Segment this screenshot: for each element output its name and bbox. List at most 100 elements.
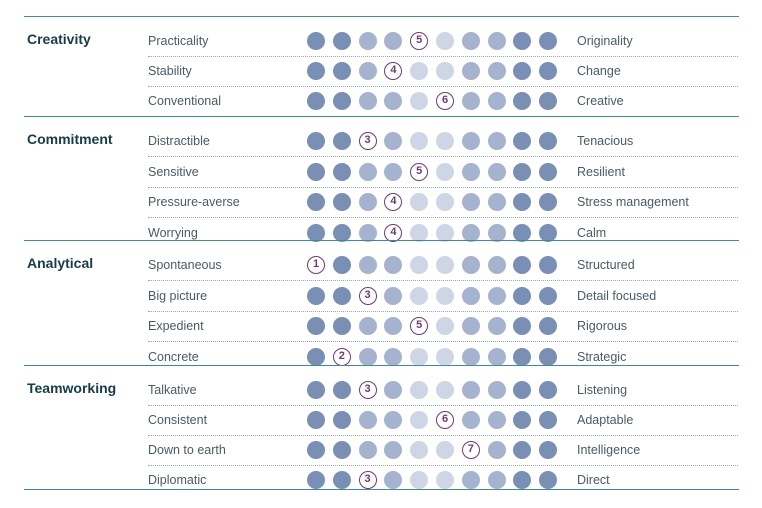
scale-dot xyxy=(461,62,480,80)
scale-dot xyxy=(358,441,377,459)
trait-left-label: Concrete xyxy=(148,349,199,364)
scale-dot xyxy=(487,132,506,150)
scale-dot xyxy=(461,132,480,150)
scale-dot xyxy=(539,162,558,181)
trait-left-label: Diplomatic xyxy=(148,473,207,487)
trait-scale: 1 xyxy=(307,256,567,274)
scale-dot xyxy=(539,132,558,150)
trait-right-label: Resilient xyxy=(577,164,625,179)
scale-dot xyxy=(487,381,506,399)
scale-dot xyxy=(487,471,506,489)
row-separator xyxy=(148,341,738,342)
trait-row: Sensitive 5 Resilient xyxy=(0,157,762,187)
score-marker: 1 xyxy=(307,256,325,274)
scale-dot xyxy=(539,193,558,211)
scale-dot xyxy=(358,317,377,335)
score-marker: 7 xyxy=(461,441,480,459)
score-marker: 4 xyxy=(384,223,403,242)
scale-dot xyxy=(332,317,351,335)
scale-dot xyxy=(384,286,403,305)
trait-scale: 5 xyxy=(307,162,567,181)
row-separator xyxy=(148,310,738,312)
trait-scale: 3 xyxy=(307,471,567,489)
trait-right-label: Structured xyxy=(577,258,635,272)
scale-dot xyxy=(513,162,532,181)
trait-scale: 4 xyxy=(307,193,567,211)
trait-right-label: Strategic xyxy=(577,349,627,364)
trait-row: Expedient 5 Rigorous xyxy=(0,311,762,341)
scale-dot xyxy=(539,92,558,110)
scale-dot xyxy=(436,132,454,150)
scale-dot xyxy=(513,411,532,429)
scale-dot xyxy=(332,381,351,399)
row-separator xyxy=(148,156,738,157)
scale-dot xyxy=(539,347,558,366)
scale-dot xyxy=(358,162,377,181)
scale-dot xyxy=(410,132,429,150)
scale-dot xyxy=(539,286,558,305)
scale-dot xyxy=(436,193,454,211)
scale-dot xyxy=(513,317,532,335)
score-marker: 5 xyxy=(410,32,429,50)
scale-dot xyxy=(461,92,480,110)
scale-dot xyxy=(513,471,532,489)
scale-dot xyxy=(332,411,351,429)
score-marker: 6 xyxy=(436,92,454,110)
scale-dot xyxy=(384,411,403,429)
scale-dot xyxy=(332,223,351,242)
scale-dot xyxy=(461,347,480,366)
trait-scale: 5 xyxy=(307,317,567,335)
scale-dot xyxy=(384,471,403,489)
trait-right-label: Rigorous xyxy=(577,319,628,333)
trait-left-label: Big picture xyxy=(148,288,208,303)
scale-dot xyxy=(332,286,351,305)
section-title: Analytical xyxy=(27,255,94,271)
scale-dot xyxy=(410,223,429,242)
scale-dot xyxy=(410,286,429,305)
scale-dot xyxy=(539,411,558,429)
scale-dot xyxy=(513,347,532,366)
scale-dot xyxy=(410,471,429,489)
scale-dot xyxy=(332,471,351,489)
section-title: Commitment xyxy=(27,131,113,147)
trait-right-label: Tenacious xyxy=(577,134,634,148)
scale-dot xyxy=(487,223,506,242)
scale-dot xyxy=(410,411,429,429)
scale-dot xyxy=(436,32,454,50)
scale-dot xyxy=(487,32,506,50)
scale-dot xyxy=(436,381,454,399)
scale-dot xyxy=(539,381,558,399)
trait-right-label: Intelligence xyxy=(577,443,641,457)
trait-left-label: Pressure-averse xyxy=(148,195,240,209)
scale-dot xyxy=(513,92,532,110)
trait-scale: 7 xyxy=(307,441,567,459)
scale-dot xyxy=(539,223,558,242)
scale-dot xyxy=(384,381,403,399)
trait-row: Diplomatic 3 Direct xyxy=(0,465,762,495)
scale-dot xyxy=(461,193,480,211)
section-title: Creativity xyxy=(27,31,91,47)
scale-dot xyxy=(461,162,480,181)
scale-dot xyxy=(513,62,532,80)
scale-dot xyxy=(487,286,506,305)
trait-right-label: Originality xyxy=(577,34,633,48)
score-marker: 3 xyxy=(358,381,377,399)
trait-scale: 2 xyxy=(307,347,567,366)
scale-dot xyxy=(461,471,480,489)
scale-dot xyxy=(539,441,558,459)
scale-dot xyxy=(410,441,429,459)
trait-row: Pressure-averse 4 Stress management xyxy=(0,187,762,217)
scale-dot xyxy=(436,347,454,366)
trait-left-label: Down to earth xyxy=(148,443,226,457)
trait-right-label: Change xyxy=(577,64,621,78)
trait-left-label: Practicality xyxy=(148,34,209,48)
trait-row: Stability 4 Change xyxy=(0,56,762,86)
scale-dot xyxy=(358,223,377,242)
scale-dot xyxy=(307,286,325,305)
section-rule xyxy=(24,240,739,241)
scale-dot xyxy=(513,381,532,399)
scale-dot xyxy=(436,317,454,335)
trait-row: Practicality 5 Originality xyxy=(0,26,762,56)
scale-dot xyxy=(487,193,506,211)
scale-dot xyxy=(539,256,558,274)
